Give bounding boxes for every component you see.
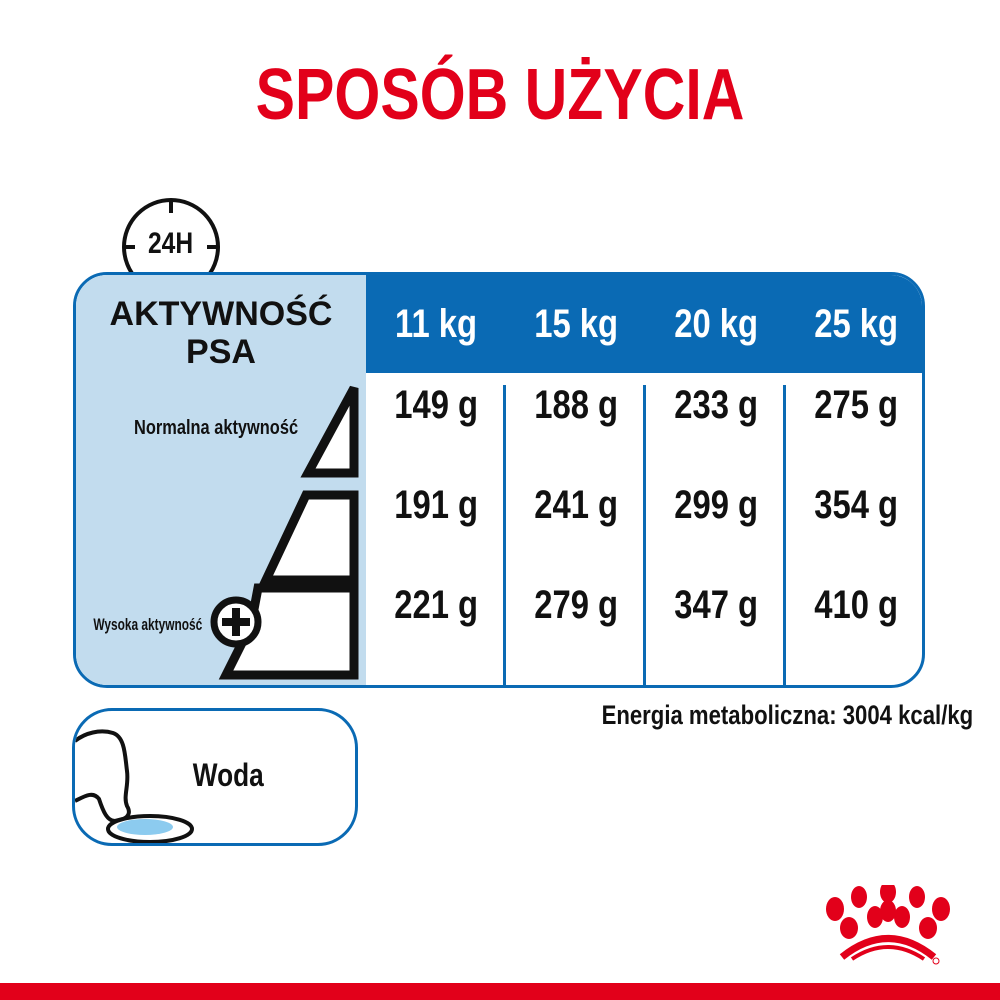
table-cell: 347 g — [646, 583, 786, 628]
table-cell: 279 g — [506, 583, 646, 628]
table-cell-value: 354 g — [814, 483, 898, 527]
activity-title-line2: PSA — [186, 333, 256, 371]
table-cell: 410 g — [786, 583, 922, 628]
table-cell-value: 410 g — [814, 583, 898, 627]
metabolic-energy: Energia metaboliczna: 3004 kcal/kg — [520, 700, 974, 731]
table-cell: 191 g — [366, 483, 506, 528]
column-header: 11 kg — [366, 275, 506, 373]
table-cell: 233 g — [646, 383, 786, 428]
clock-label: 24H — [148, 227, 194, 260]
activity-title-line1: AKTYWNOŚĆ — [109, 295, 333, 333]
column-header-text: 20 kg — [674, 302, 758, 346]
page-title: SPOSÓB UŻYCIA — [0, 52, 1000, 138]
table-cell: 188 g — [506, 383, 646, 428]
column-header: 25 kg — [786, 275, 922, 373]
table-cell: 241 g — [506, 483, 646, 528]
table-cell-value: 275 g — [814, 383, 898, 427]
high-activity-label: Wysoka aktywność — [93, 615, 203, 634]
column-divider — [643, 385, 646, 685]
column-divider — [503, 385, 506, 685]
normal-activity-label: Normalna aktywność — [133, 417, 299, 439]
page-title-text: SPOSÓB UŻYCIA — [255, 55, 745, 135]
table-cell-value: 279 g — [534, 583, 618, 627]
activity-panel: AKTYWNOŚĆ PSA Normalna aktywność Wysoka … — [76, 275, 366, 685]
column-header-text: 11 kg — [394, 302, 478, 346]
weight-header: 11 kg 15 kg 20 kg 25 kg — [366, 275, 922, 373]
water-box: Woda — [72, 708, 358, 846]
royal-canin-crown-logo — [826, 885, 950, 965]
table-cell-value: 233 g — [674, 383, 758, 427]
metabolic-energy-text: Energia metaboliczna: 3004 kcal/kg — [601, 700, 974, 730]
water-label: Woda — [192, 757, 264, 793]
table-cell-value: 188 g — [534, 383, 618, 427]
table-cell-value: 149 g — [394, 383, 478, 427]
activity-level-icon — [210, 385, 359, 680]
table-cell-value: 347 g — [674, 583, 758, 627]
table-cell: 221 g — [366, 583, 506, 628]
dog-drinking-icon — [75, 729, 194, 843]
feeding-table: AKTYWNOŚĆ PSA Normalna aktywność Wysoka … — [73, 272, 925, 688]
column-header: 20 kg — [646, 275, 786, 373]
table-cell: 149 g — [366, 383, 506, 428]
table-cell-value: 241 g — [534, 483, 618, 527]
column-header-text: 15 kg — [534, 302, 618, 346]
brand-bar — [0, 983, 1000, 1000]
table-cell: 275 g — [786, 383, 922, 428]
activity-title: AKTYWNOŚĆ PSA — [76, 295, 366, 371]
table-cell-value: 191 g — [394, 483, 478, 527]
table-cell-value: 299 g — [674, 483, 758, 527]
table-cell-value: 221 g — [394, 583, 478, 627]
column-header-text: 25 kg — [814, 302, 898, 346]
table-cell: 299 g — [646, 483, 786, 528]
column-divider — [783, 385, 786, 685]
column-header: 15 kg — [506, 275, 646, 373]
clock-24h-icon: 24H — [117, 197, 225, 296]
table-cell: 354 g — [786, 483, 922, 528]
